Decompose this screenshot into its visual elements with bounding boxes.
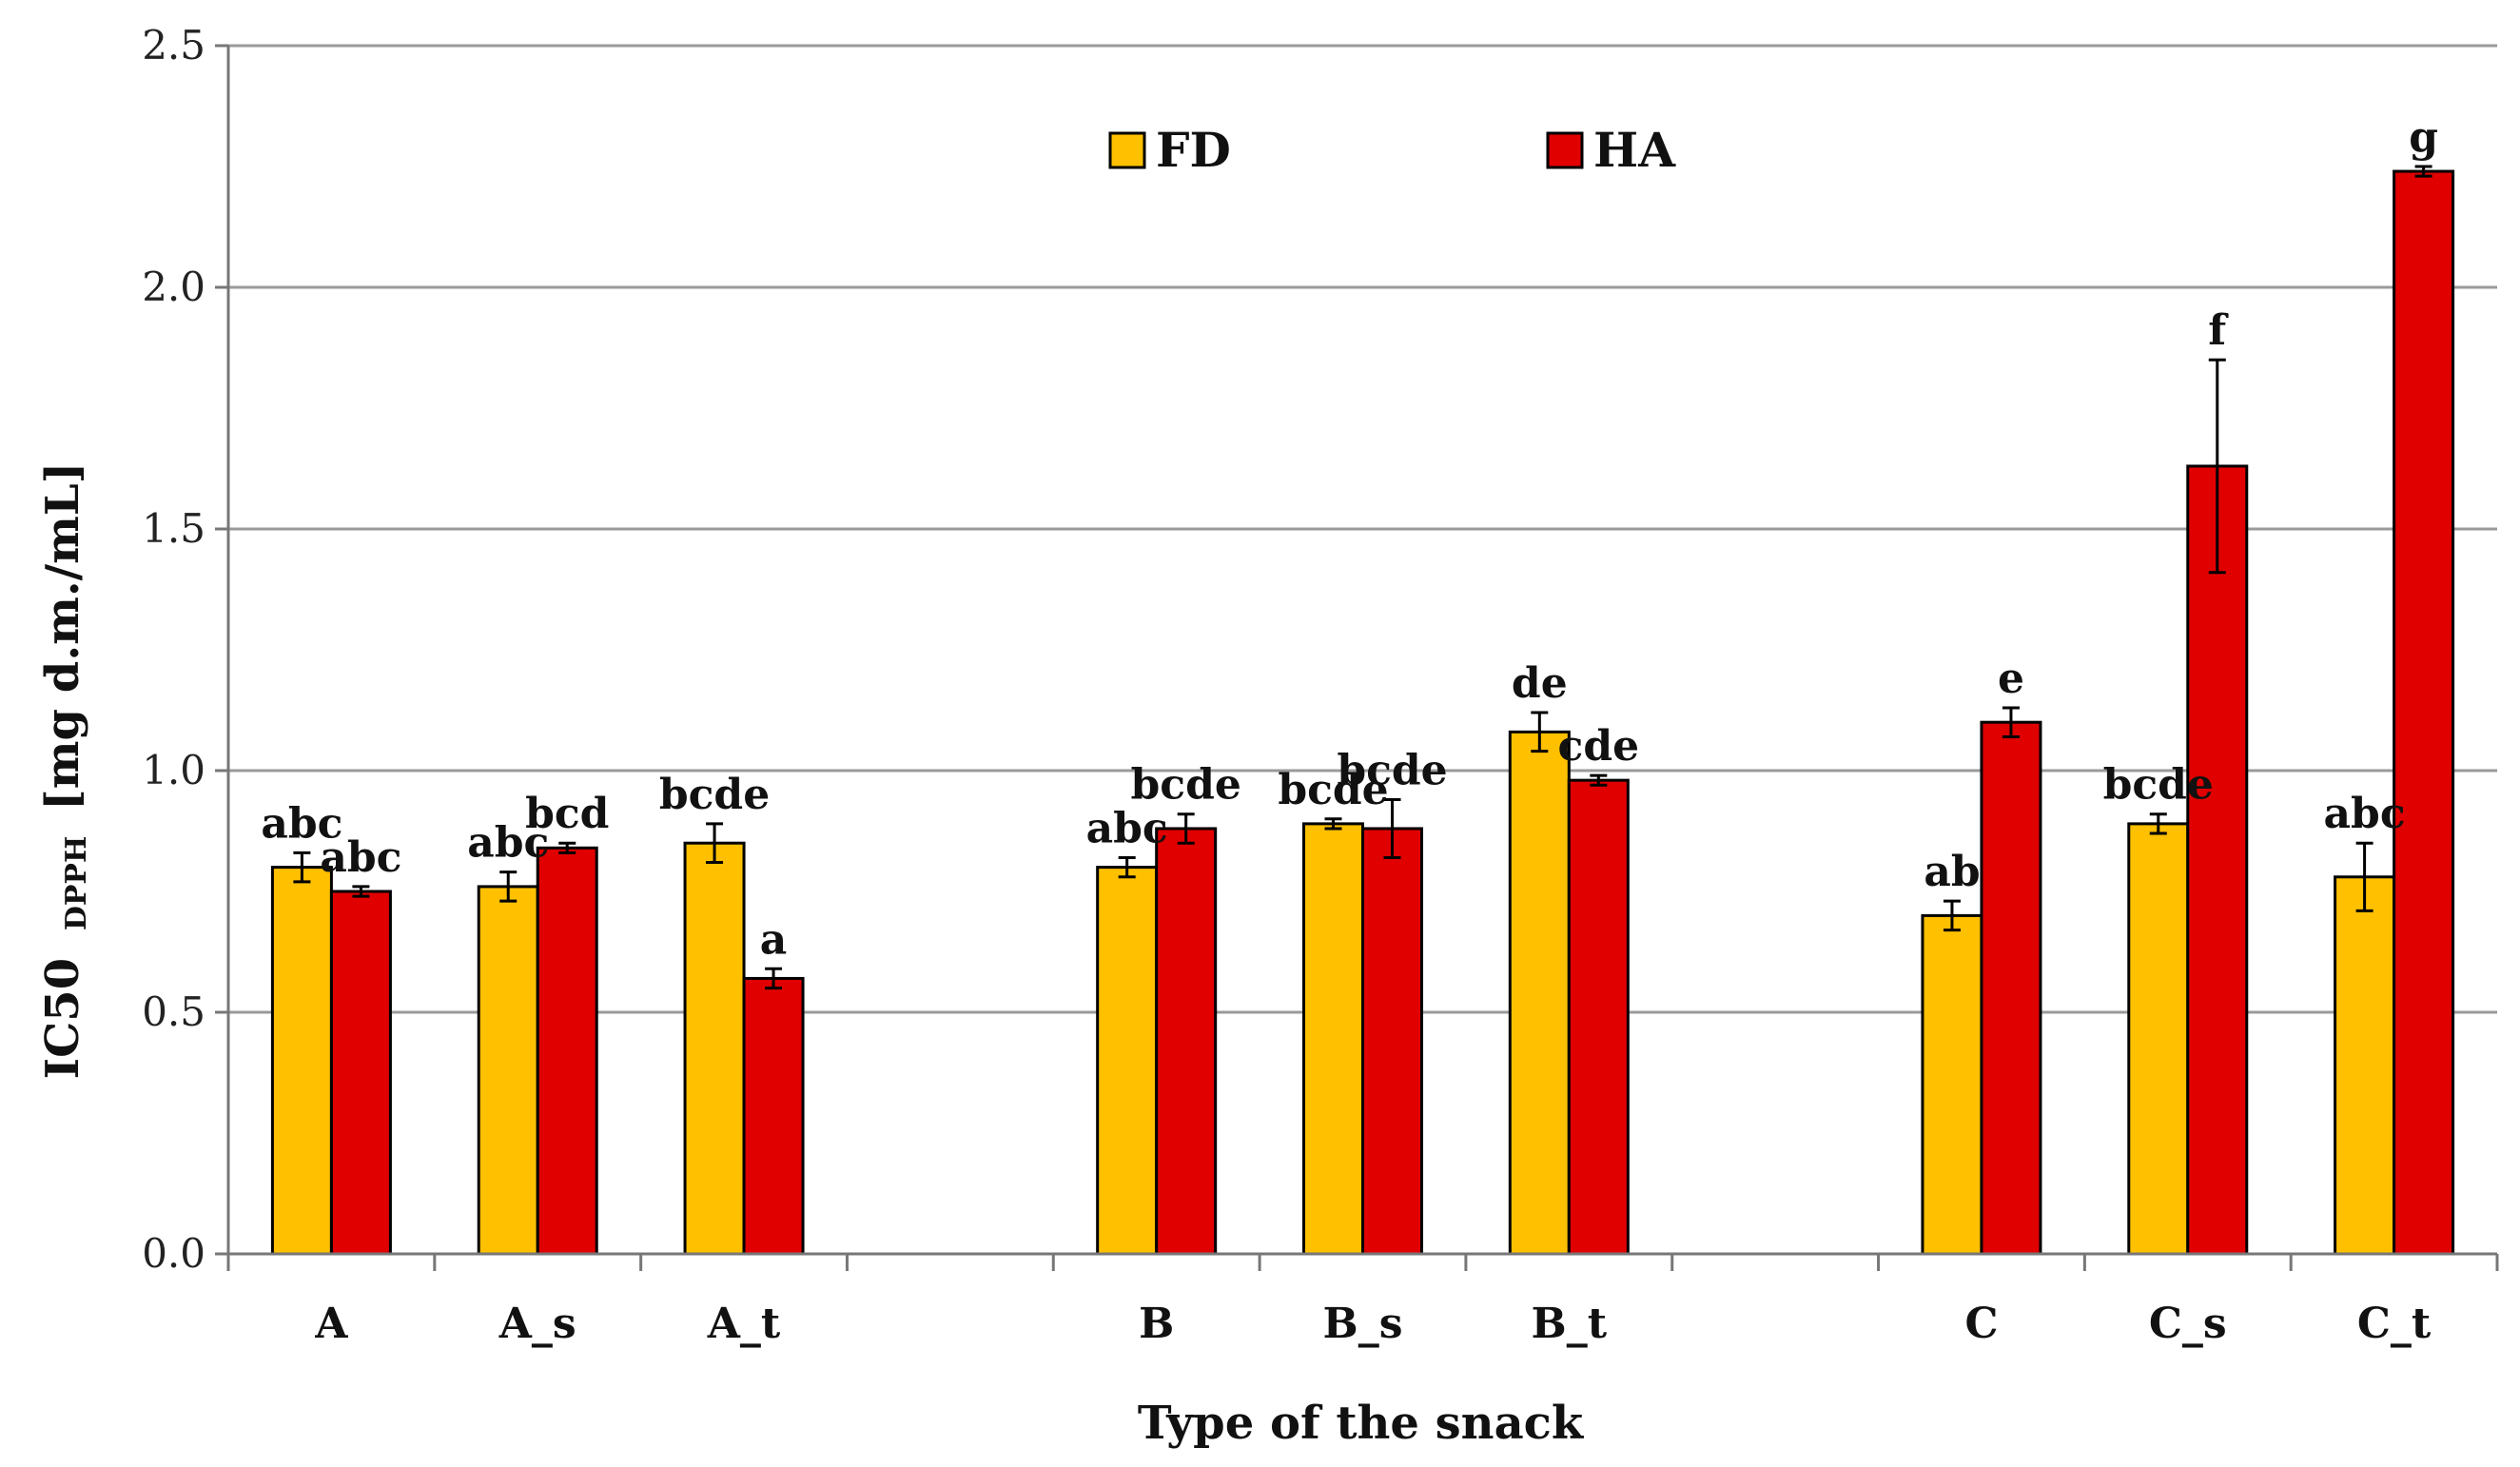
legend-label-ha: HA: [1593, 122, 1676, 178]
y-tick-label: 0.5: [142, 988, 205, 1035]
x-category-label: C: [1964, 1300, 1998, 1348]
legend: FD HA: [1108, 122, 1676, 178]
significance-label: bcde: [1278, 766, 1388, 814]
x-category-label: B: [1139, 1300, 1174, 1348]
y-tick-label: 1.0: [142, 747, 205, 793]
y-tick-label: 0.0: [142, 1230, 205, 1277]
x-category-label: B_t: [1532, 1300, 1608, 1348]
x-category-label: C_s: [2149, 1300, 2227, 1348]
x-axis-title: Type of the snack: [1138, 1397, 1585, 1450]
significance-label: bcd: [525, 790, 609, 838]
significance-label: de: [1512, 659, 1568, 708]
axes: 0.0 0.5 1.0 1.5 2.0 2.5 A A_s A_t B B_s B_t C C_s C_t: [142, 22, 2499, 1348]
bar-fd: [683, 841, 746, 1256]
bar-fd: [1508, 730, 1571, 1256]
gridlines: [228, 44, 2497, 1014]
legend-label-fd: FD: [1156, 122, 1231, 178]
legend-swatch-ha: [1546, 131, 1584, 169]
significance-label: e: [1998, 655, 2024, 703]
significance-label: ab: [1924, 848, 1980, 896]
x-category-label: A: [314, 1300, 348, 1348]
x-category-label: C_t: [2357, 1300, 2432, 1348]
significance-label: f: [2208, 306, 2229, 355]
significance-label: g: [2409, 113, 2438, 162]
y-tick-label: 2.5: [142, 22, 205, 68]
bar-ha: [742, 976, 805, 1256]
significance-label: abc: [261, 799, 342, 848]
bar-ha: [2186, 464, 2249, 1256]
significance-label: abc: [1086, 804, 1168, 852]
significance-label: a: [760, 915, 788, 964]
legend-swatch-fd: [1108, 131, 1146, 169]
significance-label: abc: [467, 819, 549, 868]
x-category-label: A_s: [498, 1300, 576, 1348]
bar-fd: [2127, 822, 2190, 1256]
significance-label: bcde: [2103, 761, 2214, 810]
bar-ha: [2393, 169, 2455, 1256]
bar-fd: [1921, 913, 1983, 1256]
bars: [270, 165, 2455, 1256]
significance-label: bcde: [659, 771, 770, 819]
y-axis-title-unit: [mg d.m./mL]: [36, 462, 89, 811]
significance-label: bcde: [1337, 746, 1447, 794]
significance-label: cde: [1558, 722, 1640, 771]
bar-fd: [1302, 822, 1364, 1256]
bar-ha: [1567, 778, 1630, 1256]
bar-fd: [1096, 866, 1159, 1256]
bar-fd: [2334, 875, 2396, 1256]
bar-ha: [1155, 827, 1218, 1256]
x-category-label: A_t: [707, 1300, 781, 1348]
bar-ha: [329, 890, 392, 1256]
bar-fd: [477, 885, 539, 1256]
bar-fd: [270, 866, 333, 1256]
y-tick-label: 1.5: [142, 505, 205, 552]
significance-label: abc: [320, 833, 401, 882]
x-category-label: B_s: [1323, 1300, 1403, 1348]
significance-label: bcde: [1131, 761, 1241, 810]
bar-ha: [1361, 827, 1423, 1256]
y-axis-title: IC50 DPPH [mg d.m./mL]: [36, 462, 97, 1080]
significance-label: abc: [2324, 790, 2406, 838]
y-tick-label: 2.0: [142, 264, 205, 310]
y-axis-title-subscript: DPPH: [60, 836, 93, 930]
bar-ha: [1980, 720, 2042, 1256]
y-axis-title-main: IC50: [36, 958, 89, 1079]
bar-ha: [536, 846, 598, 1256]
